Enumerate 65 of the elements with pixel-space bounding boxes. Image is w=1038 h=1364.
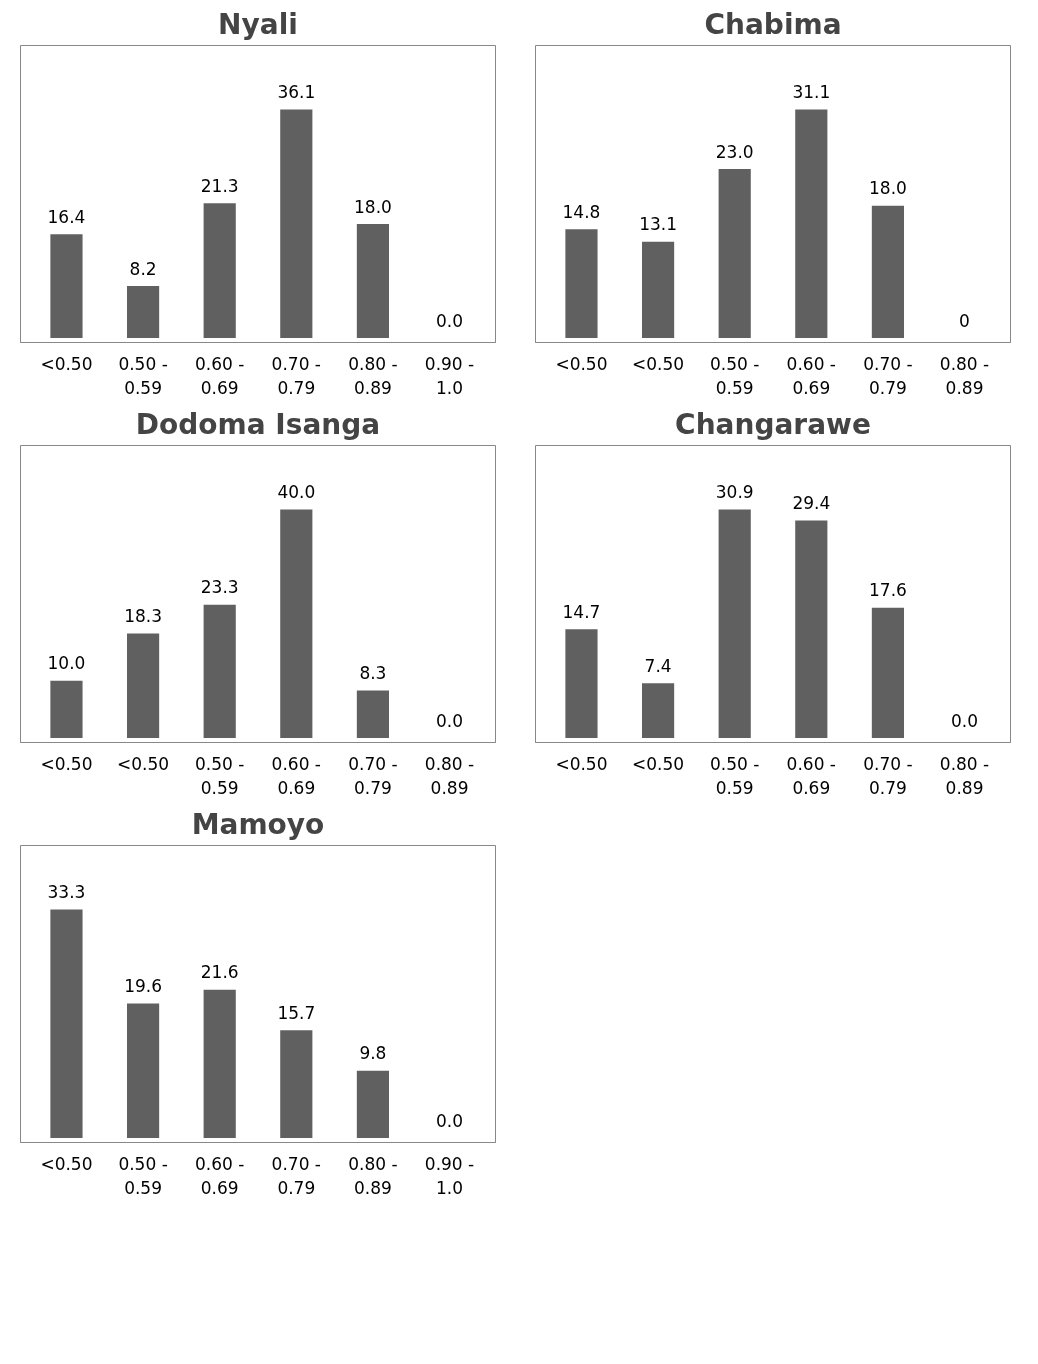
x-tick-label: 0.50 - 0.59 — [195, 753, 245, 798]
x-tick-label: 0.50 - 0.59 — [710, 753, 760, 798]
x-tick-label: 0.80 - 0.89 — [939, 753, 990, 798]
data-label: 29.4 — [792, 493, 831, 514]
x-tick-label: <0.50 — [555, 353, 608, 374]
chart-title: Nyali — [218, 7, 298, 41]
x-tick-label: 0.60 - 0.69 — [271, 753, 321, 798]
data-label: 21.6 — [200, 962, 239, 983]
data-label: 18.0 — [868, 178, 907, 199]
x-tick-label: 0.90 - 1.0 — [424, 353, 475, 398]
x-tick-label: 0.60 - 0.69 — [786, 353, 836, 398]
x-tick-label: 0.60 - 0.69 — [195, 1153, 245, 1198]
x-tick-label: <0.50 — [40, 353, 93, 374]
x-tick-label: 0.70 - 0.79 — [863, 353, 913, 398]
x-tick-label: 0.70 - 0.79 — [863, 753, 913, 798]
x-tick-label: 0.50 - 0.59 — [118, 353, 168, 398]
x-tick-label: 0.70 - 0.79 — [271, 1153, 321, 1198]
x-tick-label: 0.50 - 0.59 — [710, 353, 760, 398]
x-tick-label: 0.80 - 0.89 — [348, 1153, 398, 1198]
data-label: 9.8 — [359, 1043, 387, 1064]
x-tick-label: 0.70 - 0.79 — [348, 753, 398, 798]
chart-title: Chabima — [704, 7, 842, 41]
x-tick-label: 0.70 - 0.79 — [271, 353, 321, 398]
x-tick-label: 0.80 - 0.89 — [424, 753, 475, 798]
data-label: 14.8 — [562, 201, 601, 222]
data-label: 16.4 — [47, 206, 86, 227]
data-label: 0.0 — [436, 1110, 464, 1131]
x-tick-label: 0.80 - 0.89 — [348, 353, 398, 398]
data-label: 21.3 — [200, 175, 239, 196]
data-label: 13.1 — [639, 214, 678, 235]
data-label: 10.0 — [47, 653, 86, 674]
x-tick-label: <0.50 — [632, 753, 685, 774]
data-label: 36.1 — [277, 82, 316, 103]
data-label: 17.6 — [868, 580, 907, 601]
data-label: 0.0 — [951, 710, 979, 731]
chart-title: Changarawe — [675, 407, 871, 441]
data-label: 30.9 — [715, 482, 754, 503]
data-label: 8.3 — [359, 663, 387, 684]
data-label: 0.0 — [436, 310, 464, 331]
data-label: 31.1 — [792, 82, 831, 103]
data-label: 23.3 — [200, 577, 239, 598]
x-tick-label: <0.50 — [555, 753, 608, 774]
data-label: 18.3 — [124, 605, 163, 626]
x-tick-label: 0.90 - 1.0 — [424, 1153, 475, 1198]
x-tick-label: 0.60 - 0.69 — [786, 753, 836, 798]
data-label: 8.2 — [129, 258, 157, 279]
x-tick-label: 0.80 - 0.89 — [939, 353, 990, 398]
x-tick-label: <0.50 — [40, 1153, 93, 1174]
data-label: 15.7 — [277, 1002, 316, 1023]
data-label: 18.0 — [353, 196, 392, 217]
data-label: 0.0 — [436, 710, 464, 731]
x-tick-label: 0.60 - 0.69 — [195, 353, 245, 398]
x-tick-label: 0.50 - 0.59 — [118, 1153, 168, 1198]
x-tick-label: <0.50 — [632, 353, 685, 374]
data-label: 40.0 — [277, 482, 316, 503]
data-label: 19.6 — [124, 976, 163, 997]
data-label: 7.4 — [644, 655, 672, 676]
x-tick-label: <0.50 — [117, 753, 170, 774]
data-label: 0 — [959, 310, 970, 331]
data-label: 33.3 — [47, 882, 86, 903]
x-tick-label: <0.50 — [40, 753, 93, 774]
chart-title: Dodoma Isanga — [135, 407, 381, 441]
chart-title: Mamoyo — [191, 807, 325, 841]
data-label: 23.0 — [715, 141, 754, 162]
data-label: 14.7 — [562, 601, 601, 622]
